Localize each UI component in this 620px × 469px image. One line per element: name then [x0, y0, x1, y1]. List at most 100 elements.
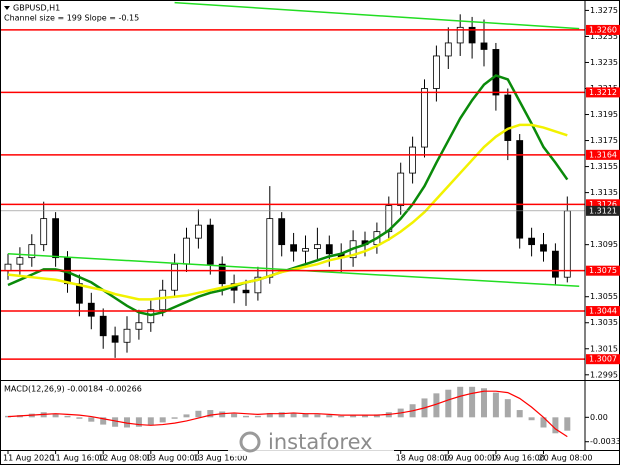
y-tick-label: 1.2995 [590, 370, 618, 379]
candle-body [171, 263, 179, 291]
candle-body [111, 335, 119, 343]
candle-body [16, 257, 24, 265]
macd-bar [528, 417, 535, 421]
macd-bar [243, 415, 249, 418]
candle-body [123, 328, 131, 343]
level-label: 1.3007 [589, 355, 617, 364]
candle-body [52, 218, 59, 259]
candle-body [421, 88, 428, 148]
macd-bar [52, 413, 59, 418]
macd-bar [88, 417, 95, 422]
candle-body [147, 309, 155, 324]
candle-body [432, 55, 440, 89]
macd-bar [540, 417, 547, 428]
macd-bar [433, 393, 440, 418]
macd-bar [112, 417, 119, 427]
level-label-box [586, 199, 620, 210]
macd-bar [564, 417, 571, 431]
y-tick-label: 1.3155 [590, 162, 618, 171]
macd-bar [516, 410, 523, 418]
macd-bar [195, 410, 202, 418]
macd-bar [373, 414, 380, 418]
candle-body [409, 146, 417, 174]
level-label: 1.3075 [589, 266, 617, 275]
candle-body [4, 263, 12, 272]
macd-bar [469, 386, 476, 418]
candle-body [28, 244, 36, 259]
level-label: 1.3212 [589, 88, 617, 97]
plot-area [0, 1, 585, 438]
macd-bar [135, 417, 142, 427]
chart-subtitle: Channel size = 199 Slope = -0.15 [4, 14, 139, 23]
candle-body [528, 237, 535, 246]
macd-signal [7, 390, 568, 438]
candle-body [480, 42, 488, 50]
x-tick-label: 20 Aug 08:00 [539, 454, 593, 463]
macd-title: MACD(12,26,9) -0.00184 -0.00266 [4, 385, 142, 394]
macd-bar [326, 415, 333, 418]
candle-body [242, 289, 250, 294]
candle-body [87, 302, 95, 317]
macd-bar [100, 417, 107, 425]
current-price-box [586, 205, 620, 216]
level-label-box [586, 149, 620, 160]
macd-bar [5, 415, 11, 418]
y-tick-label: 1.3035 [590, 318, 618, 327]
x-tick-label: 12 Aug 08:00 [98, 454, 152, 463]
current-price-label: 1.3121 [589, 206, 617, 215]
y-tick-label: 1.3275 [590, 6, 618, 15]
level-label-box [586, 354, 620, 365]
y-tick-label: 1.3095 [590, 240, 618, 249]
y-tick-label: 1.3015 [590, 344, 618, 353]
macd-y-tick-label: 0.00 [590, 413, 608, 422]
macd-bar [207, 410, 214, 418]
x-tick-label: 19 Aug 16:00 [491, 454, 545, 463]
candle-body [194, 224, 202, 239]
x-tick-label: 13 Aug 16:00 [193, 454, 247, 463]
candle-body [76, 283, 83, 304]
macd-bar [219, 411, 226, 418]
candle-body [563, 210, 571, 278]
level-label: 1.3260 [589, 25, 617, 34]
x-tick-label: 11 Aug 2020 [3, 454, 54, 463]
candle-body [218, 263, 226, 285]
watermark-text: instaforex [268, 430, 373, 454]
y-tick-label: 1.3235 [590, 58, 618, 67]
level-label: 1.3126 [589, 200, 617, 209]
candle-body [540, 244, 547, 252]
macd-y-tick-label: -0.00336 [590, 437, 620, 446]
y-tick-label: 1.3055 [590, 292, 618, 301]
candle-body [99, 315, 107, 337]
macd-bar [254, 415, 261, 418]
watermark-backdrop [228, 428, 394, 456]
macd-bar [76, 417, 83, 419]
macd-bar [124, 417, 130, 428]
level-label-box [586, 24, 620, 35]
candle-body [552, 250, 559, 278]
level-label: 1.3164 [589, 150, 617, 159]
chart-title: GBPUSD,H1 [13, 4, 60, 13]
candle-body [135, 322, 143, 330]
macd-bar [457, 386, 464, 418]
candle-body [313, 244, 321, 249]
candle-body [290, 244, 298, 252]
candle-body [397, 172, 405, 207]
macd-bar [504, 399, 511, 418]
macd-bar [64, 415, 71, 418]
watermark: instaforex [228, 428, 394, 456]
x-tick-label: 18 Aug 08:00 [396, 454, 450, 463]
y-tick-label: 1.3175 [590, 136, 618, 145]
macd-bar [445, 389, 452, 418]
macd-bar [492, 392, 499, 418]
channel-line [174, 1, 580, 30]
candle-body [456, 26, 464, 44]
candle-body [325, 244, 333, 255]
candle-body [40, 218, 48, 246]
macd-bar [314, 414, 321, 418]
x-tick-label: 19 Aug 00:00 [443, 454, 497, 463]
candle-body [444, 42, 452, 57]
candle-body [278, 218, 286, 246]
macd-bar [290, 412, 297, 418]
macd-bar [350, 415, 357, 418]
